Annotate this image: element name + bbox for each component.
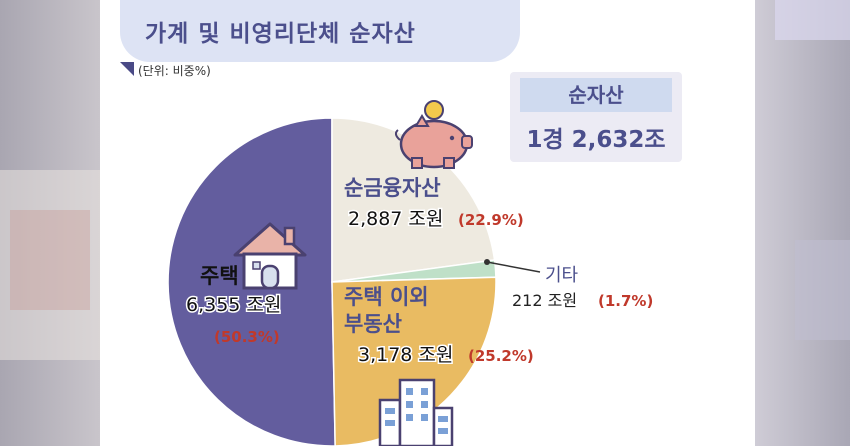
infographic-card: 가계 및 비영리단체 순자산 (단위: 비중%) 순자산 1경 2,632조 xyxy=(100,0,755,446)
slice-value-non-housing: 3,178 조원 xyxy=(358,344,453,366)
background-right xyxy=(755,0,850,446)
title-tab-corner xyxy=(120,62,134,76)
background-left xyxy=(0,0,100,446)
pie-slice-non-housing xyxy=(331,276,497,446)
summary-value: 1경 2,632조 xyxy=(526,127,666,153)
leader-line xyxy=(486,261,541,273)
slice-label-non-housing-line2: 부동산 xyxy=(344,312,402,336)
slice-label-net-financial: 순금융자산 xyxy=(344,176,441,200)
title-tab: 가계 및 비영리단체 순자산 xyxy=(120,0,520,76)
piggy-bank-icon xyxy=(394,100,473,169)
slice-percent-other: (1.7%) xyxy=(598,292,653,310)
slice-value-net-financial: 2,887 조원 xyxy=(348,208,443,230)
building-icon xyxy=(378,378,454,446)
background-blur-shape xyxy=(795,240,850,340)
background-blur-shape xyxy=(10,210,90,310)
pie-chart: 주택 6,355 조원 (50.3%) 순금융자산 2,887 조원 (22.9… xyxy=(167,100,653,446)
page-title: 가계 및 비영리단체 순자산 xyxy=(145,21,416,47)
house-icon xyxy=(233,222,307,290)
slice-label-housing: 주택 xyxy=(200,264,239,288)
slice-value-other: 212 조원 xyxy=(512,291,577,310)
background-blur-shape xyxy=(775,0,850,40)
background-blur-shape xyxy=(0,170,100,360)
slice-value-housing: 6,355 조원 xyxy=(186,294,281,316)
slice-label-other: 기타 xyxy=(545,265,579,286)
summary-box: 순자산 1경 2,632조 xyxy=(510,72,682,162)
leader-dot xyxy=(484,259,490,265)
slice-percent-housing: (50.3%) xyxy=(214,328,280,346)
unit-note: (단위: 비중%) xyxy=(138,64,211,78)
slice-percent-non-housing: (25.2%) xyxy=(468,347,534,365)
slice-percent-net-financial: (22.9%) xyxy=(458,211,524,229)
slice-label-non-housing-line1: 주택 이외 xyxy=(344,285,429,309)
summary-label: 순자산 xyxy=(520,78,672,112)
